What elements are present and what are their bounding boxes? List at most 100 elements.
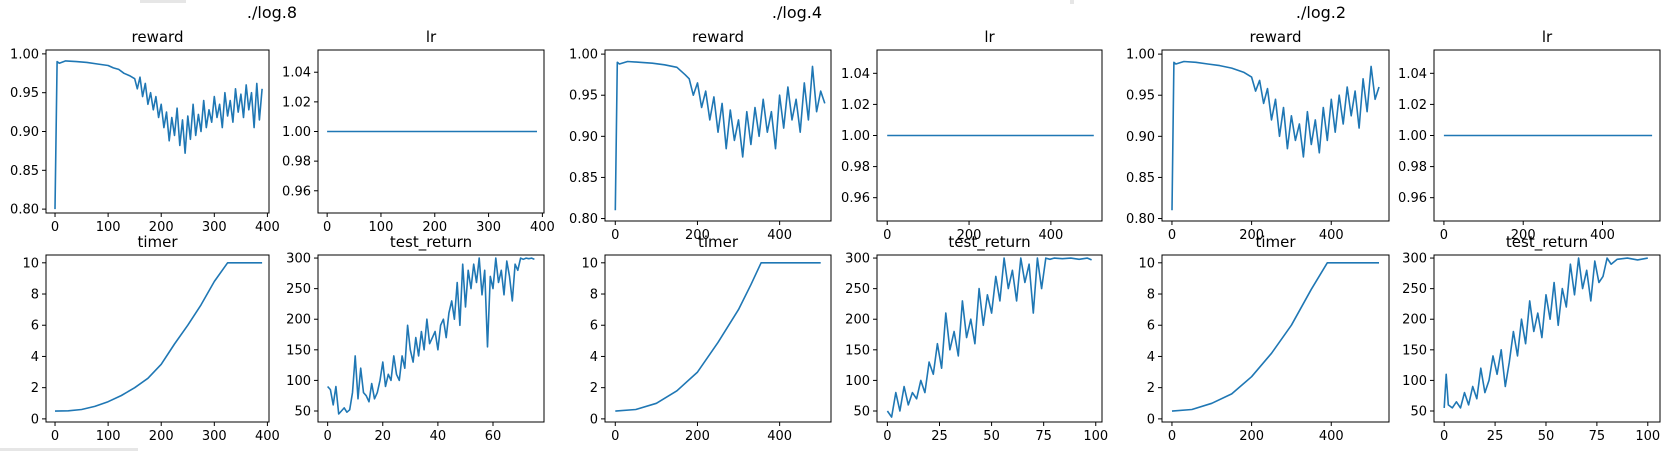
- x-tick-label: 0: [323, 220, 331, 235]
- y-tick-label: 150: [845, 343, 870, 358]
- x-tick-label: 400: [255, 429, 280, 444]
- figure-title: ./log.8: [247, 3, 297, 22]
- y-tick-label: 1.04: [1398, 67, 1427, 82]
- y-tick-label: 0.80: [1126, 212, 1155, 227]
- x-tick-label: 200: [685, 429, 710, 444]
- x-tick-label: 200: [422, 220, 447, 235]
- y-tick-label: 1.00: [1126, 48, 1155, 63]
- subplot-reward: 0 200 400 0.80 0.85 0.90 0.95 1.00 reward: [1126, 28, 1390, 243]
- y-tick-label: 0.90: [1126, 130, 1155, 145]
- x-tick-label: 25: [931, 429, 948, 444]
- y-tick-label: 1.04: [841, 67, 870, 82]
- x-tick-label: 400: [1319, 228, 1344, 243]
- y-tick-label: 8: [590, 288, 598, 303]
- subplot-title: timer: [137, 233, 178, 251]
- background-window-strip: [0, 448, 138, 451]
- x-tick-label: 0: [883, 429, 891, 444]
- y-tick-label: 10: [581, 256, 598, 271]
- subplot-title: test_return: [948, 233, 1030, 252]
- y-tick-label: 2: [1147, 381, 1155, 396]
- y-tick-label: 1.04: [282, 66, 311, 81]
- y-tick-label: 0: [590, 412, 598, 427]
- subplot-title: reward: [132, 28, 184, 46]
- y-tick-label: 0: [31, 412, 39, 427]
- subplot-test_return: 0 25 50 75 100 50 100 150 200 250 300 test_return: [845, 233, 1108, 444]
- y-tick-label: 2: [590, 381, 598, 396]
- y-tick-label: 1.02: [1398, 98, 1427, 113]
- y-tick-label: 0.96: [841, 191, 870, 206]
- y-tick-label: 4: [1147, 350, 1155, 365]
- x-tick-label: 200: [1511, 228, 1536, 243]
- subplot-timer: 0 100 200 300 400 0 2 4 6 8 10 timer: [22, 233, 279, 444]
- y-tick-label: 100: [1402, 374, 1427, 389]
- series-line: [1443, 257, 1648, 409]
- background-window-strip: [140, 0, 186, 3]
- axes-frame: [1161, 254, 1390, 423]
- y-tick-label: 8: [1147, 288, 1155, 303]
- axes-frame: [1433, 254, 1661, 423]
- y-tick-label: 200: [845, 313, 870, 328]
- y-tick-label: 0.85: [10, 164, 39, 179]
- subplot-title: reward: [1250, 28, 1302, 46]
- x-tick-label: 75: [1589, 429, 1606, 444]
- x-tick-label: 50: [1538, 429, 1555, 444]
- series-line: [327, 257, 535, 415]
- y-tick-label: 0: [1147, 412, 1155, 427]
- y-tick-label: 1.00: [841, 129, 870, 144]
- y-tick-label: 0.98: [282, 155, 311, 170]
- subplot-title: test_return: [390, 233, 472, 252]
- x-tick-label: 0: [324, 429, 332, 444]
- x-tick-label: 400: [1319, 429, 1344, 444]
- subplot-title: lr: [984, 28, 995, 46]
- x-tick-label: 200: [149, 429, 174, 444]
- x-tick-label: 200: [1239, 429, 1264, 444]
- y-tick-label: 150: [1402, 343, 1427, 358]
- subplot-lr: 0 200 400 0.96 0.98 1.00 1.02 1.04 lr: [841, 28, 1103, 243]
- series-line: [886, 257, 1092, 418]
- series-line: [54, 60, 263, 210]
- y-tick-label: 0.95: [10, 86, 39, 101]
- y-tick-label: 0.96: [1398, 191, 1427, 206]
- axes-frame: [876, 254, 1103, 423]
- y-tick-label: 250: [1402, 282, 1427, 297]
- y-tick-label: 1.02: [282, 95, 311, 110]
- x-tick-label: 50: [983, 429, 1000, 444]
- y-tick-label: 4: [31, 350, 39, 365]
- series-line: [615, 261, 821, 412]
- x-tick-label: 400: [530, 220, 555, 235]
- y-tick-label: 1.00: [1398, 129, 1427, 144]
- y-tick-label: 100: [286, 374, 311, 389]
- subplot-title: test_return: [1506, 233, 1588, 252]
- y-tick-label: 0.80: [10, 203, 39, 218]
- y-tick-label: 300: [845, 252, 870, 267]
- x-tick-label: 60: [485, 429, 502, 444]
- x-tick-label: 400: [1590, 228, 1615, 243]
- x-tick-label: 0: [611, 228, 619, 243]
- x-tick-label: 200: [957, 228, 982, 243]
- y-tick-label: 0.96: [282, 184, 311, 199]
- axes-frame: [45, 49, 270, 214]
- axes-frame: [604, 49, 832, 222]
- subplot-title: timer: [698, 233, 739, 251]
- y-tick-label: 0.95: [1126, 89, 1155, 104]
- x-tick-label: 40: [430, 429, 447, 444]
- x-tick-label: 300: [476, 220, 501, 235]
- subplot-title: lr: [1542, 28, 1553, 46]
- y-tick-label: 300: [286, 252, 311, 267]
- y-tick-label: 0.85: [569, 171, 598, 186]
- y-tick-label: 300: [1402, 252, 1427, 267]
- y-tick-label: 6: [590, 319, 598, 334]
- axes-frame: [604, 254, 832, 423]
- x-tick-label: 300: [202, 220, 227, 235]
- x-tick-label: 0: [1440, 228, 1448, 243]
- background-window-strip: [1070, 0, 1074, 4]
- y-tick-label: 50: [1410, 404, 1427, 419]
- x-tick-label: 0: [1168, 228, 1176, 243]
- x-tick-label: 300: [202, 429, 227, 444]
- y-tick-label: 200: [286, 313, 311, 328]
- y-tick-label: 0.90: [569, 130, 598, 145]
- y-tick-label: 1.00: [282, 125, 311, 140]
- y-tick-label: 6: [31, 319, 39, 334]
- y-tick-label: 1.00: [10, 47, 39, 62]
